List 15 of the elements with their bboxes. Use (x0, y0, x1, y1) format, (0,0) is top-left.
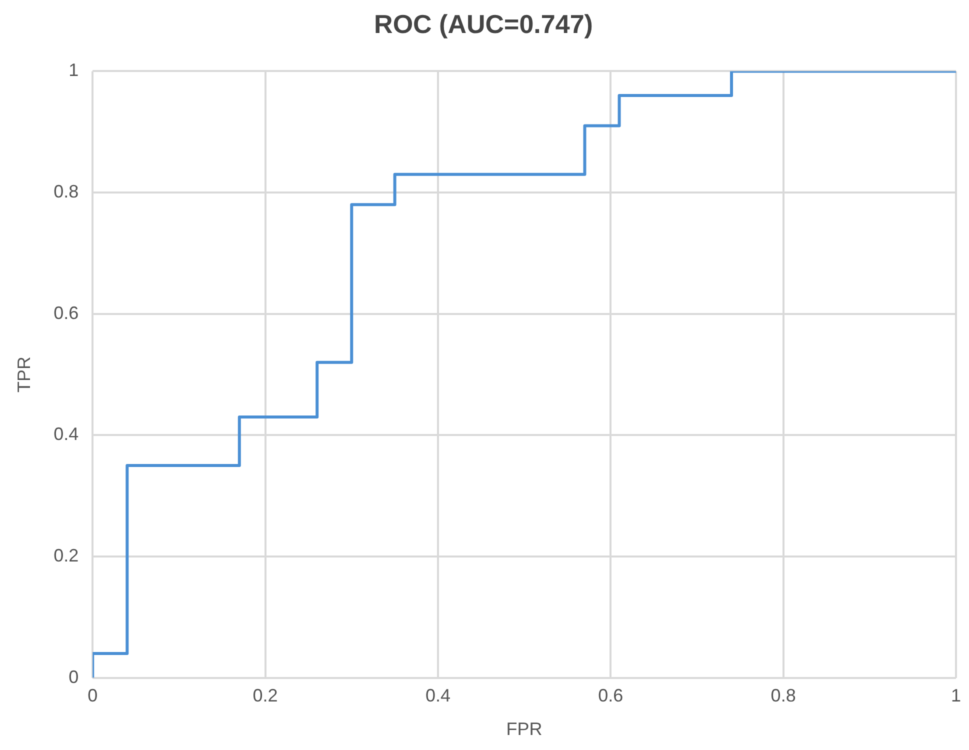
y-tick-label: 0 (68, 666, 79, 687)
chart-title: ROC (AUC=0.747) (374, 8, 593, 39)
y-tick-label: 0.6 (54, 302, 79, 323)
y-tick-label: 0.2 (54, 545, 79, 566)
x-tick-label: 0.6 (598, 686, 624, 706)
y-tick-label: 0.8 (54, 181, 79, 202)
y-tick-label: 1 (68, 60, 79, 80)
y-tick-label: 0.4 (54, 424, 79, 444)
y-axis-title: TPR (14, 356, 34, 392)
x-axis-title: FPR (506, 719, 542, 740)
x-tick-label: 0.4 (425, 686, 450, 706)
x-tick-label: 0.8 (770, 686, 796, 706)
x-tick-label: 0.2 (252, 686, 278, 706)
x-tick-label: 1 (950, 686, 961, 706)
x-tick-label: 0 (88, 686, 98, 706)
